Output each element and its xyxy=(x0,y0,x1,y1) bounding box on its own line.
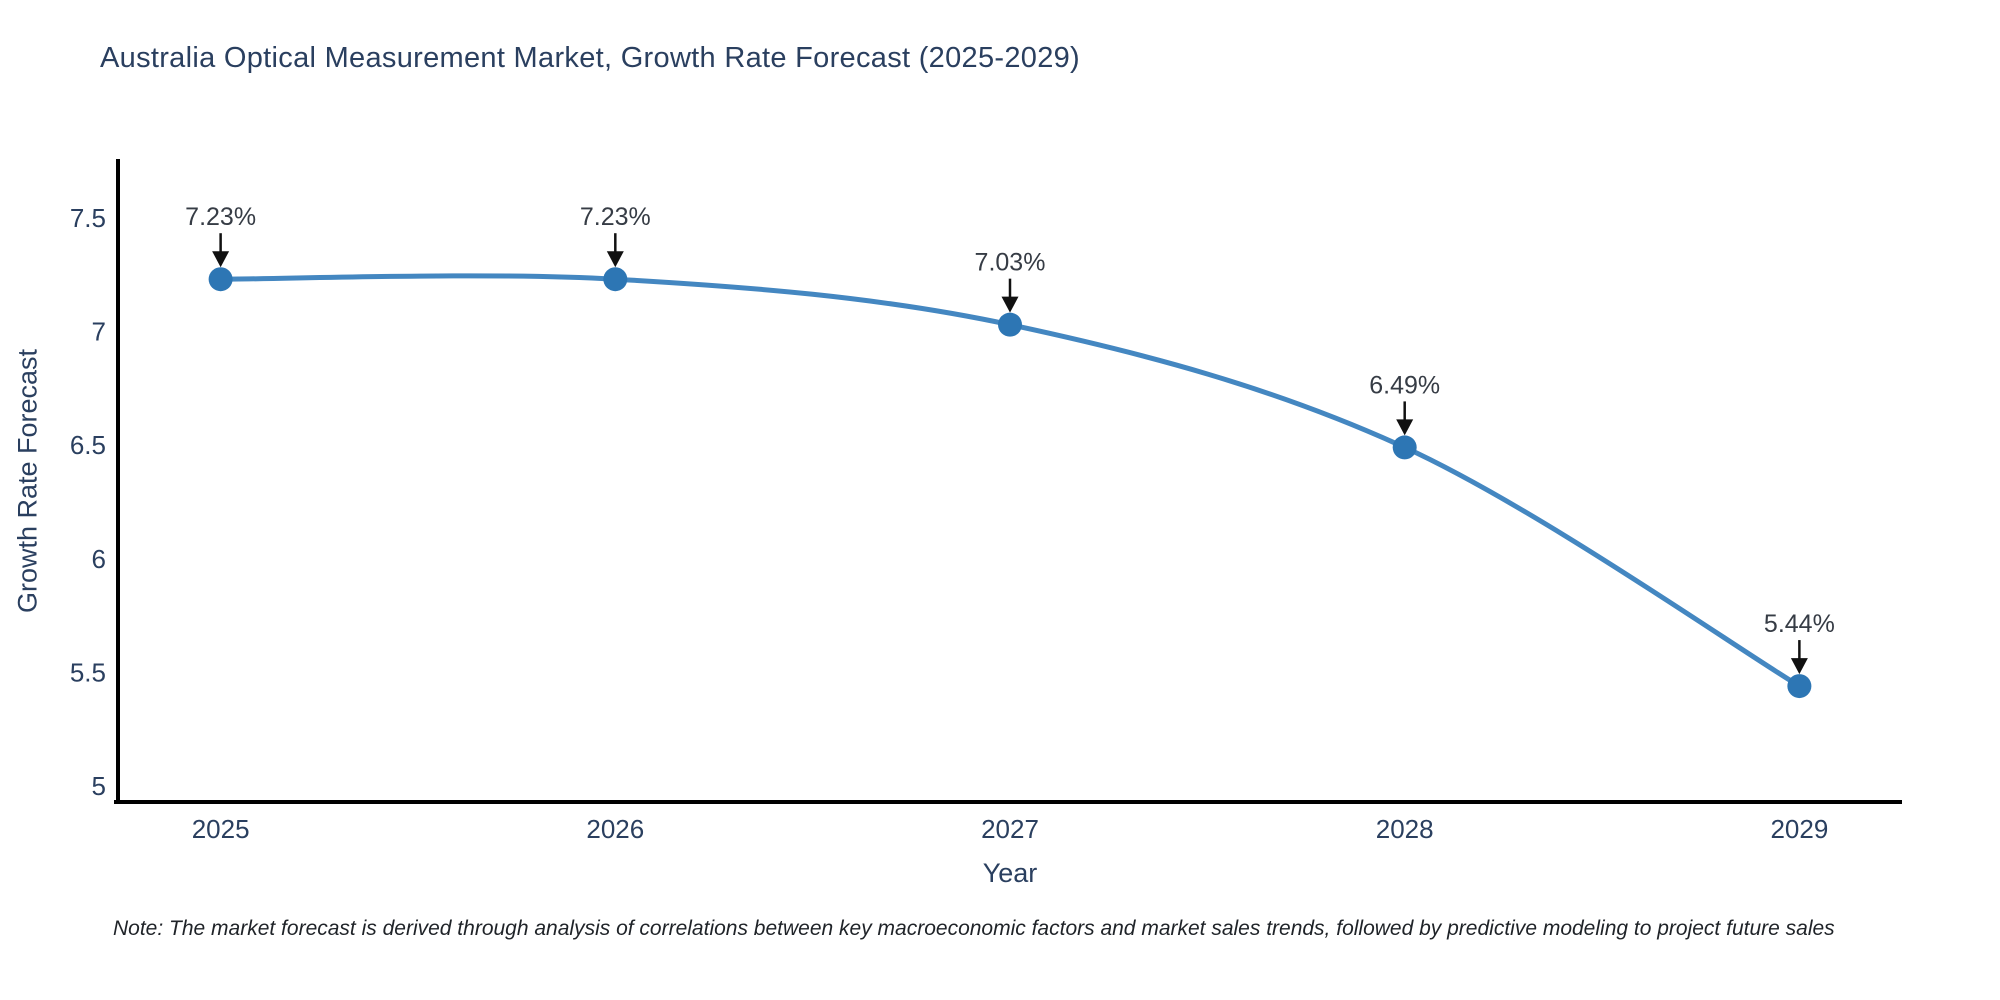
point-value-label: 7.03% xyxy=(975,249,1046,277)
point-value-label: 7.23% xyxy=(185,203,256,231)
data-point-2029[interactable] xyxy=(1787,674,1812,699)
x-tick-label: 2026 xyxy=(586,814,644,844)
x-tick-label: 2027 xyxy=(981,814,1039,844)
annotation-arrowhead-icon xyxy=(1790,658,1808,675)
trend-line xyxy=(218,273,1802,689)
chart-title: Australia Optical Measurement Market, Gr… xyxy=(100,42,1081,74)
annotation-arrowhead-icon xyxy=(1001,296,1019,313)
x-axis-title: Year xyxy=(982,858,1038,888)
point-value-label: 5.44% xyxy=(1764,610,1835,638)
y-tick-label: 6 xyxy=(92,544,106,574)
x-tick-label: 2028 xyxy=(1376,814,1434,844)
annotation-arrowhead-icon xyxy=(606,251,624,268)
y-tick-label: 7.5 xyxy=(70,203,106,233)
annotation-arrowhead-icon xyxy=(212,251,230,268)
y-tick-label: 6.5 xyxy=(70,430,106,460)
data-point-2027[interactable] xyxy=(998,312,1022,337)
point-value-label: 7.23% xyxy=(580,203,651,231)
annotation-arrowhead-icon xyxy=(1396,419,1414,436)
x-tick-label: 2025 xyxy=(192,814,250,844)
y-tick-label: 5.5 xyxy=(70,657,106,687)
data-point-2026[interactable] xyxy=(603,267,628,292)
footnote-text: Note: The market forecast is derived thr… xyxy=(113,917,1835,940)
y-tick-label: 7 xyxy=(92,316,106,346)
data-point-2025[interactable] xyxy=(208,267,233,292)
point-value-label: 6.49% xyxy=(1369,371,1440,399)
x-tick-label: 2029 xyxy=(1770,814,1828,844)
data-point-2028[interactable] xyxy=(1392,435,1417,460)
y-tick-label: 5 xyxy=(92,771,106,801)
